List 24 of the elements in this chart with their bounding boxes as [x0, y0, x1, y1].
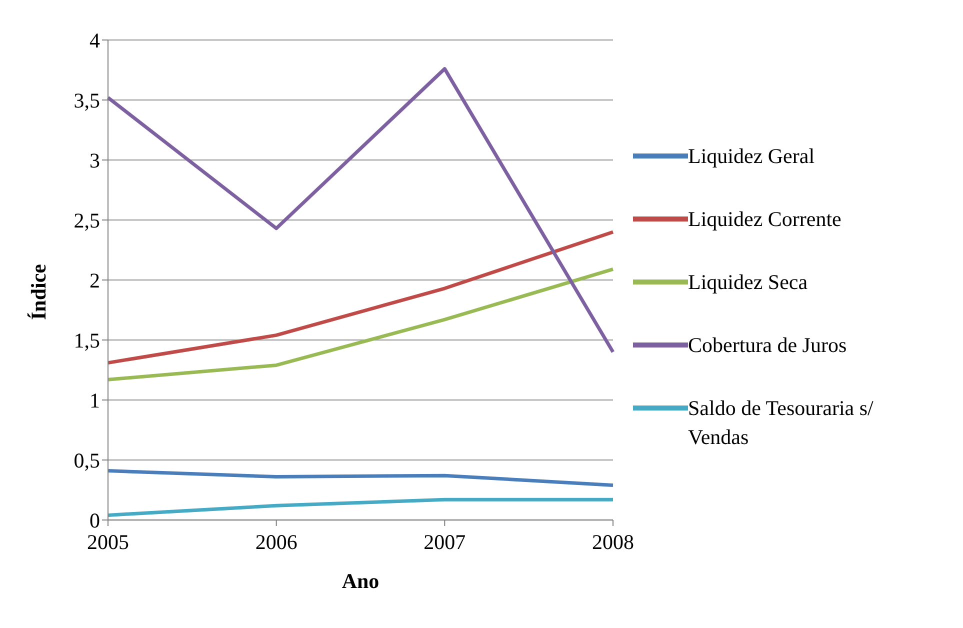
line-series [106, 67, 615, 354]
legend-label: Cobertura de Juros [688, 332, 848, 359]
line-series [106, 469, 615, 487]
y-tick-label: 0 [90, 508, 100, 532]
x-tick-label: 2007 [424, 530, 466, 554]
y-tick-label: 1,5 [74, 328, 100, 352]
y-axis-title: Índice [26, 264, 50, 320]
y-tick-label: 2 [90, 268, 100, 292]
y-tick-label: 2,5 [74, 208, 100, 232]
y-tick-label: 3,5 [74, 88, 100, 112]
y-tick-label: 3 [90, 148, 100, 172]
legend-label: Liquidez Geral [688, 143, 816, 170]
x-tick-label: 2008 [592, 530, 634, 554]
legend-label: Saldo de Tesouraria s/ Vendas [688, 395, 874, 451]
line-series [106, 267, 615, 382]
legend-label: Liquidez Corrente [688, 206, 842, 233]
legend-label: Liquidez Seca [688, 269, 809, 296]
y-tick-label: 4 [90, 28, 100, 52]
x-axis-title: Ano [342, 569, 380, 593]
x-tick-label: 2006 [255, 530, 298, 554]
y-tick-label: 1 [90, 388, 100, 412]
line-series [106, 230, 615, 365]
x-tick-label: 2005 [87, 530, 129, 554]
y-tick-label: 0,5 [74, 448, 100, 472]
